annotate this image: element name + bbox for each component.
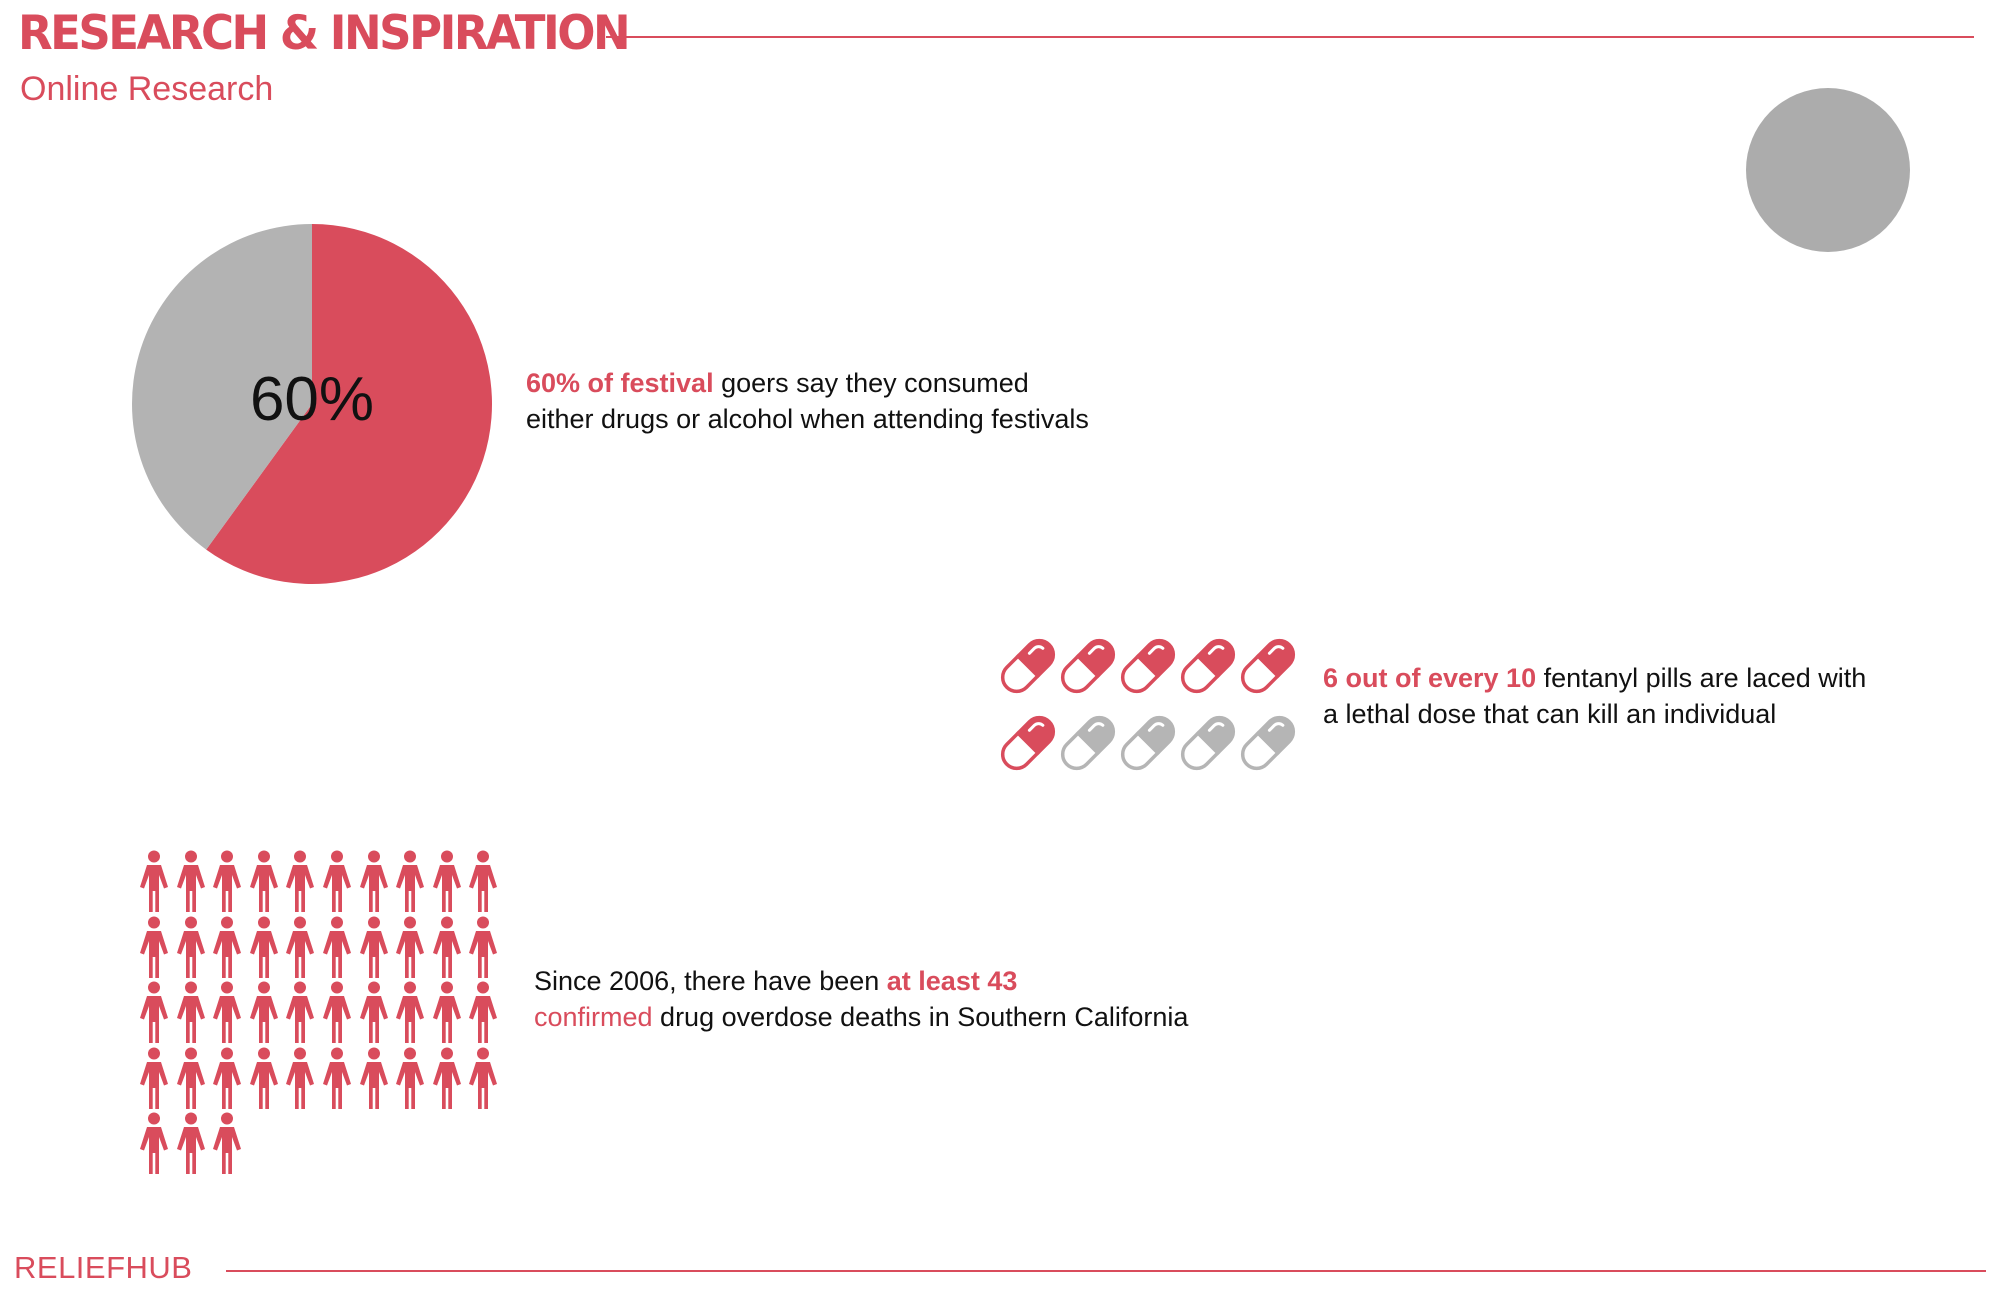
pill-icon: [1180, 638, 1236, 694]
person-icon: [469, 1047, 498, 1109]
pill-icon: [1240, 638, 1296, 694]
person-icon: [140, 916, 168, 978]
overdose-stat-highlight: at least 43: [886, 966, 1018, 996]
page-subtitle: Online Research: [20, 70, 274, 108]
decorative-circle: [1746, 88, 1910, 252]
page-title: RESEARCH & INSPIRATION: [18, 4, 631, 61]
person-icon: [323, 916, 351, 978]
person-icon: [140, 981, 168, 1043]
pill-icon: [1060, 638, 1116, 694]
person-icon: [432, 916, 461, 978]
person-icon: [213, 1112, 242, 1174]
person-icon: [176, 981, 205, 1043]
overdose-stat-highlight2: confirmed: [534, 1002, 653, 1032]
person-icon: [432, 850, 461, 912]
fentanyl-stat-line2: a lethal dose that can kill an individua…: [1323, 699, 1777, 729]
fentanyl-stat-text: fentanyl pills are laced with: [1536, 663, 1867, 693]
person-icon: [176, 850, 205, 912]
pie-slice-2: [132, 224, 312, 550]
pill-icon: [1180, 715, 1236, 771]
pill-icon: [1060, 715, 1116, 771]
person-icon: [323, 1047, 351, 1109]
person-icon: [213, 1047, 242, 1109]
pill-icon: [1000, 715, 1056, 771]
person-icon: [213, 981, 242, 1043]
pie-center-label: 60%: [250, 365, 374, 434]
person-icon: [432, 1047, 461, 1109]
person-icon: [323, 981, 351, 1043]
person-icon: [286, 850, 315, 912]
festival-stat-line2: either drugs or alcohol when attending f…: [526, 404, 1089, 434]
person-icon: [176, 1112, 205, 1174]
footer-divider: [226, 1270, 1986, 1272]
person-icon: [469, 981, 498, 1043]
person-icon: [249, 1047, 278, 1109]
person-icon: [140, 850, 168, 912]
person-icon: [176, 1047, 205, 1109]
person-icon: [396, 850, 425, 912]
person-icon: [396, 1047, 425, 1109]
footer-brand: RELIEFHUB: [14, 1250, 193, 1285]
person-icon: [432, 981, 461, 1043]
festival-stat-text: goers say they consumed: [713, 368, 1029, 398]
overdose-stat-text: drug overdose deaths in Southern Califor…: [652, 1002, 1189, 1032]
person-icon: [359, 1047, 388, 1109]
overdose-stat: Since 2006, there have been at least 43 …: [534, 963, 1188, 1035]
festival-stat-highlight: 60% of festival: [526, 368, 714, 398]
person-icon: [286, 1047, 315, 1109]
fentanyl-stat-highlight: 6 out of every 10: [1323, 663, 1537, 693]
person-icon: [323, 850, 351, 912]
fentanyl-stat: 6 out of every 10 fentanyl pills are lac…: [1323, 660, 1866, 732]
person-icon: [359, 850, 388, 912]
person-icon: [249, 981, 278, 1043]
pill-icon: [1000, 638, 1056, 694]
person-icon: [469, 850, 498, 912]
person-icon: [176, 916, 205, 978]
person-icon: [213, 850, 242, 912]
pill-icon: [1240, 715, 1296, 771]
person-icon: [286, 916, 315, 978]
festival-stat: 60% of festival goers say they consumed …: [526, 365, 1089, 437]
festival-pie-chart: 60%: [132, 224, 493, 584]
person-icon: [213, 916, 242, 978]
person-icon: [249, 850, 278, 912]
person-icon: [359, 916, 388, 978]
person-icon: [140, 1112, 168, 1174]
person-icon: [469, 916, 498, 978]
person-icon: [396, 981, 425, 1043]
pill-icon: [1120, 715, 1176, 771]
pie-slice-1: [206, 224, 493, 584]
person-icon: [249, 916, 278, 978]
person-icon: [359, 981, 388, 1043]
title-divider: [606, 36, 1974, 38]
person-icon: [396, 916, 425, 978]
pill-icon: [1120, 638, 1176, 694]
overdose-stat-lead: Since 2006, there have been: [534, 966, 887, 996]
person-icon: [140, 1047, 168, 1109]
person-icon: [286, 981, 315, 1043]
